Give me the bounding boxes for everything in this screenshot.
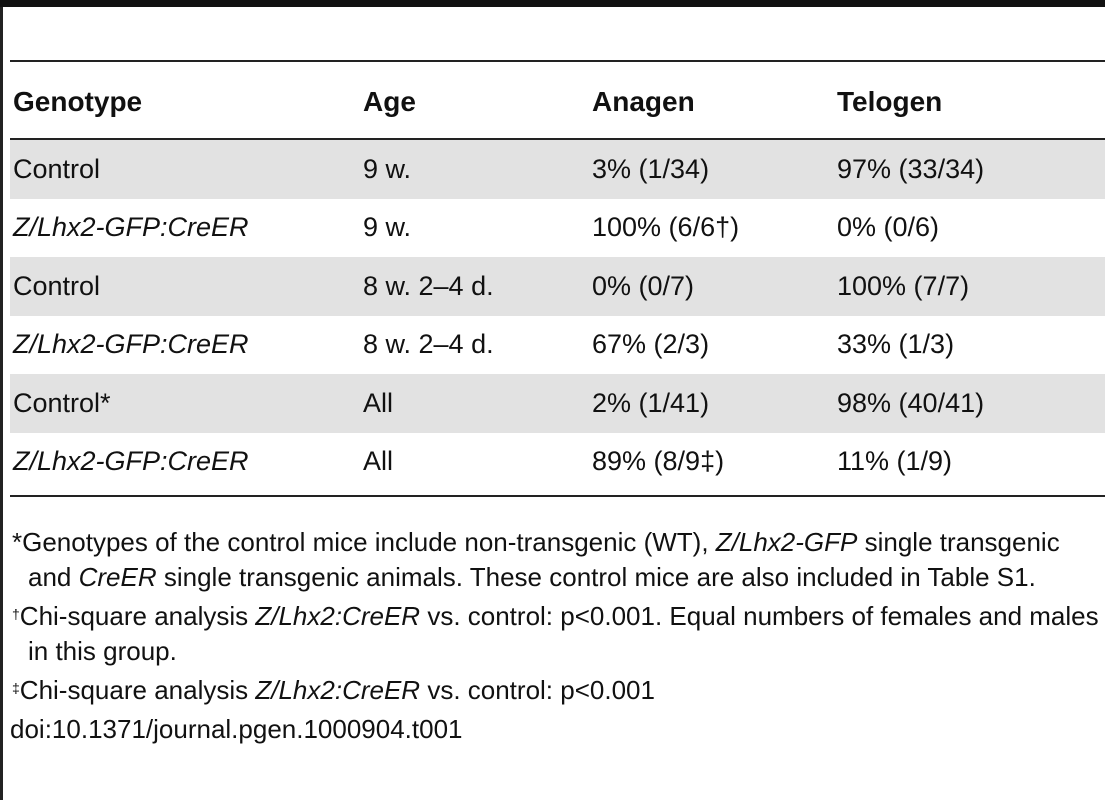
cell-age: 8 w. 2–4 d. <box>363 329 494 360</box>
header-bottom-rule <box>10 138 1105 140</box>
header-anagen: Anagen <box>592 86 695 117</box>
cell-genotype: Control <box>10 140 363 199</box>
cell-anagen: 0% (0/7) <box>592 257 837 316</box>
footnote-double-dagger: ‡Chi-square analysis Z/Lhx2:CreER vs. co… <box>10 673 1105 708</box>
cell-age: 9 w. <box>363 212 412 243</box>
footnote-marker: * <box>12 527 23 557</box>
cell-age: All <box>363 374 592 433</box>
cell-telogen: 33% (1/3) <box>837 329 955 360</box>
cell-genotype: Z/Lhx2-GFP:CreER <box>13 329 249 360</box>
footnote-text: Genotypes of the control mice include no… <box>22 527 716 557</box>
footnote-text: single transgenic and <box>28 527 1060 592</box>
cell-anagen: 2% (1/41) <box>592 374 837 433</box>
footnote-marker: ‡ <box>12 680 20 696</box>
table-bottom-rule <box>10 495 1105 497</box>
left-border-rule <box>0 0 3 800</box>
cell-anagen: 100% (6/6†) <box>592 212 740 243</box>
cell-telogen: 11% (1/9) <box>837 446 953 477</box>
cell-telogen: 97% (33/34) <box>837 140 1105 199</box>
results-table: Control 9 w. 3% (1/34) 97% (33/34) Z/Lhx… <box>10 140 1105 491</box>
cell-age: 8 w. 2–4 d. <box>363 257 592 316</box>
footnote-text: single transgenic animals. These control… <box>156 562 1036 592</box>
footnote-italic: CreER <box>78 562 157 592</box>
cell-anagen: 67% (2/3) <box>592 329 710 360</box>
cell-genotype: Z/Lhx2-GFP:CreER <box>13 212 249 243</box>
table-header-row: Genotype Age Anagen Telogen <box>10 62 1105 138</box>
cell-age: 9 w. <box>363 140 592 199</box>
footnote-italic: Z/Lhx2:CreER <box>255 601 421 631</box>
table-row: Control 8 w. 2–4 d. 0% (0/7) 100% (7/7) <box>10 257 1105 316</box>
cell-anagen: 89% (8/9‡) <box>592 446 725 477</box>
footnote-italic: Z/Lhx2:CreER <box>255 675 421 705</box>
table-row: Control 9 w. 3% (1/34) 97% (33/34) <box>10 140 1105 199</box>
cell-age: All <box>363 446 394 477</box>
cell-telogen: 0% (0/6) <box>837 212 940 243</box>
header-genotype: Genotype <box>13 86 143 117</box>
cell-telogen: 100% (7/7) <box>837 257 1105 316</box>
footnote-dagger: †Chi-square analysis Z/Lhx2:CreER vs. co… <box>10 599 1105 669</box>
footnote-marker: † <box>12 606 20 622</box>
top-thick-rule <box>0 0 1105 7</box>
table-row: Z/Lhx2-GFP:CreER 8 w. 2–4 d. 67% (2/3) 3… <box>10 316 1105 375</box>
footnote-text: Chi-square analysis <box>19 601 256 631</box>
footnotes: *Genotypes of the control mice include n… <box>10 525 1105 747</box>
cell-genotype: Control* <box>10 374 363 433</box>
cell-telogen: 98% (40/41) <box>837 374 1105 433</box>
footnote-star: *Genotypes of the control mice include n… <box>10 525 1105 595</box>
table-top-rule <box>10 60 1105 62</box>
header-telogen: Telogen <box>837 86 943 117</box>
footnote-text: vs. control: p<0.001 <box>420 675 655 705</box>
doi-link[interactable]: doi:10.1371/journal.pgen.1000904.t001 <box>10 714 463 744</box>
cell-anagen: 3% (1/34) <box>592 140 837 199</box>
table-row: Z/Lhx2-GFP:CreER 9 w. 100% (6/6†) 0% (0/… <box>10 199 1105 258</box>
cell-genotype: Control <box>10 257 363 316</box>
footnote-italic: Z/Lhx2-GFP <box>715 527 858 557</box>
header-age: Age <box>363 86 416 117</box>
footnote-text: Chi-square analysis <box>19 675 256 705</box>
table-row: Z/Lhx2-GFP:CreER All 89% (8/9‡) 11% (1/9… <box>10 433 1105 492</box>
cell-genotype: Z/Lhx2-GFP:CreER <box>13 446 249 477</box>
footnote-text: vs. control: p<0.001. Equal numbers of f… <box>28 601 1099 666</box>
table-row: Control* All 2% (1/41) 98% (40/41) <box>10 374 1105 433</box>
